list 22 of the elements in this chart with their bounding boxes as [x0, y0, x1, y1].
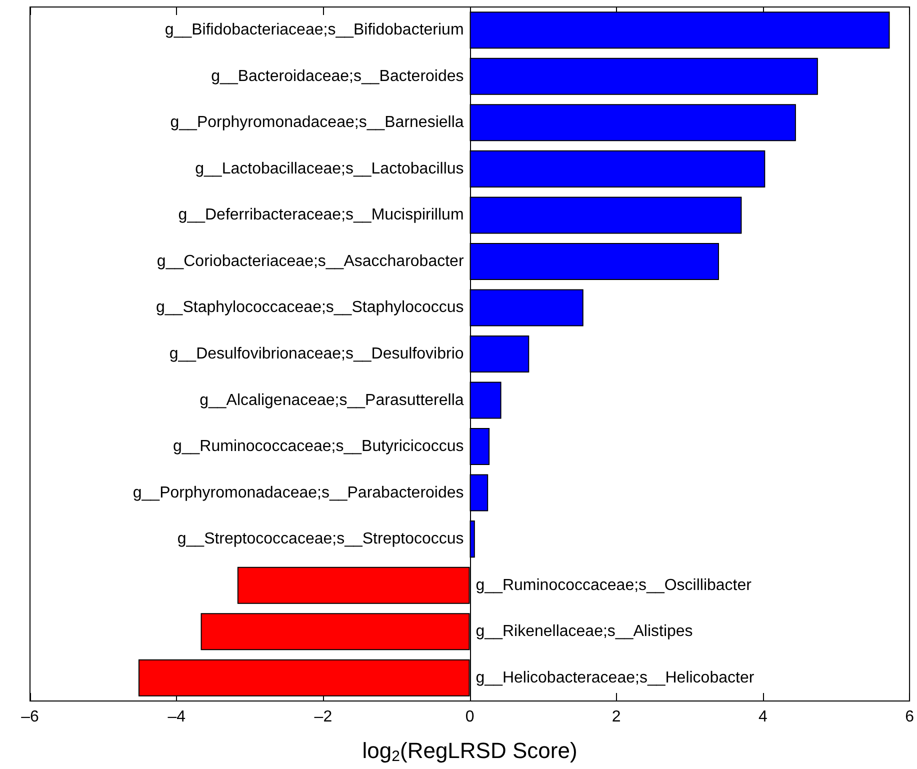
y-tick-label: g__Staphylococcaceae;s__Staphylococcus	[156, 299, 464, 316]
y-tick-label: g__Coriobacteriaceae;s__Asaccharobacter	[156, 252, 464, 270]
x-tick-label: 2	[612, 708, 621, 726]
x-tick-label: 6	[905, 708, 914, 726]
y-tick-label: g__Bacteroidaceae;s__Bacteroides	[211, 68, 464, 85]
y-tick-label: g__Porphyromonadaceae;s__Barnesiella	[170, 114, 464, 132]
y-tick-label: g__Porphyromonadaceae;s__Parabacteroides	[132, 484, 464, 502]
y-tick-label: g__Desulfovibrionaceae;s__Desulfovibrio	[169, 346, 464, 362]
y-tick-label: g__Helicobacteraceae;s__Helicobacter	[476, 669, 755, 686]
y-tick-label: g__Streptococcaceae;s__Streptococcus	[177, 530, 464, 548]
y-tick-label: g__Ruminococcaceae;s__Oscillibacter	[476, 576, 752, 594]
y-tick-label: g__Deferribacteraceae;s__Mucispirillum	[178, 206, 464, 224]
x-tick-label: –4	[168, 708, 186, 726]
x-tick-label: –2	[314, 708, 332, 726]
x-tick-label: 4	[758, 708, 768, 726]
x-tick-label: 0	[465, 708, 474, 726]
x-tick-label: –6	[21, 708, 39, 726]
y-tick-label: g__Lactobacillaceae;s__Lactobacillus	[195, 160, 464, 178]
y-tick-label: g__Alcaligenaceae;s__Parasutterella	[200, 392, 464, 409]
y-tick-label: g__Ruminococcaceae;s__Butyricicoccus	[172, 438, 464, 456]
y-tick-label: g__Bifidobacteriaceae;s__Bifidobacterium	[164, 22, 464, 39]
y-tick-label: g__Rikenellaceae;s__Alistipes	[476, 623, 693, 640]
